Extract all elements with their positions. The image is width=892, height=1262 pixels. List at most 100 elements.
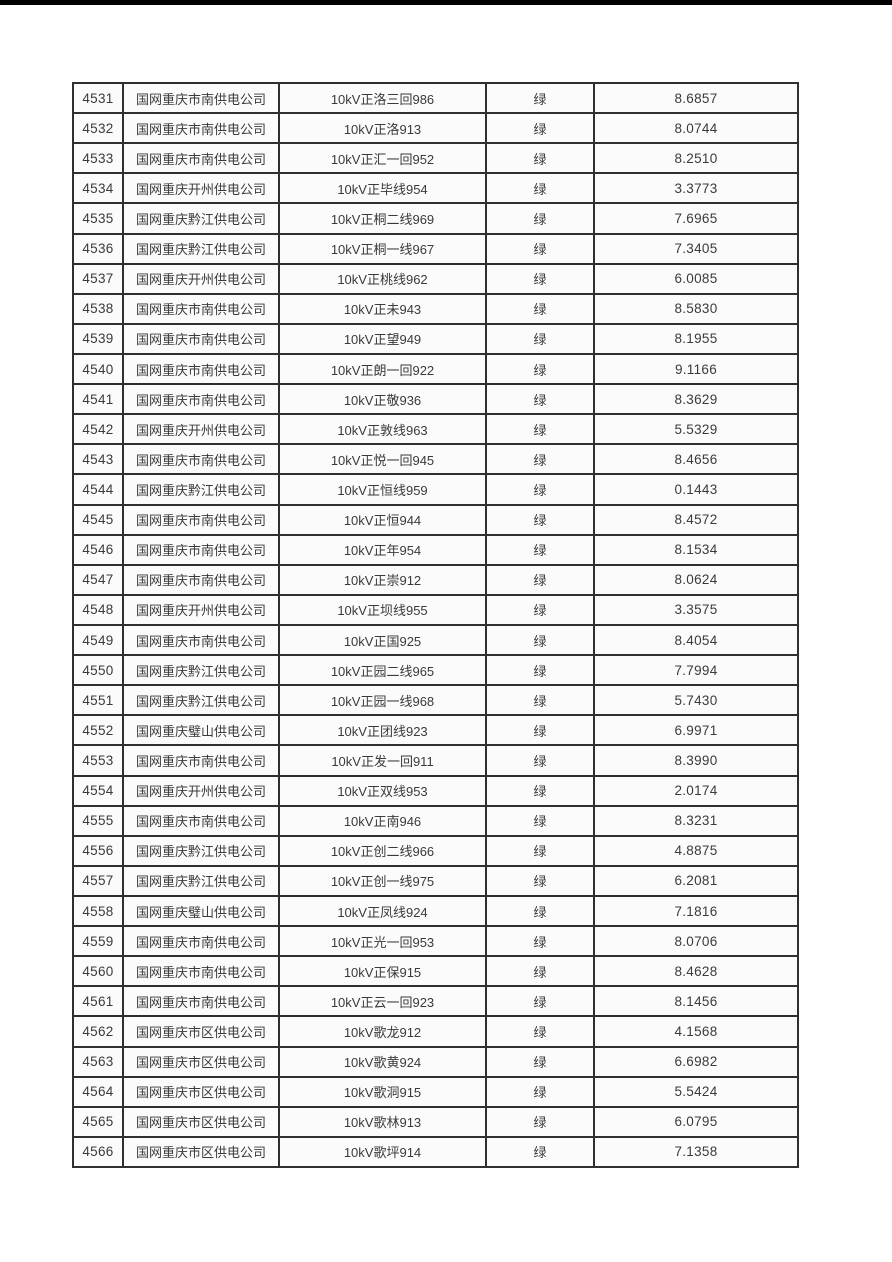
table-row: 4551 国网重庆黔江供电公司 10kV正园一线968 绿 5.7430 xyxy=(72,684,799,717)
line-name-cell: 10kV正南946 xyxy=(278,804,487,837)
status-cell: 绿 xyxy=(485,563,595,596)
status-cell: 绿 xyxy=(485,925,595,958)
line-name-cell: 10kV正朗一回922 xyxy=(278,352,487,386)
status-cell: 绿 xyxy=(485,1105,595,1138)
table-row: 4552 国网重庆璧山供电公司 10kV正团线923 绿 6.9971 xyxy=(72,714,799,747)
company-cell: 国网重庆市南供电公司 xyxy=(122,563,280,596)
row-index-cell: 4534 xyxy=(72,172,124,205)
value-cell: 6.0085 xyxy=(593,262,799,295)
table-row: 4539 国网重庆市南供电公司 10kV正望949 绿 8.1955 xyxy=(72,322,799,355)
table-body: 4531 国网重庆市南供电公司 10kV正洛三回986 绿 8.6857 4532 国网重庆… xyxy=(72,81,799,1169)
company-cell: 国网重庆开州供电公司 xyxy=(122,774,280,807)
page-top-bar xyxy=(0,0,892,5)
data-table: 4531 国网重庆市南供电公司 10kV正洛三回986 绿 8.6857 4532 国网重庆… xyxy=(72,81,799,1169)
status-cell: 绿 xyxy=(485,1135,595,1169)
line-name-cell: 10kV正汇一回952 xyxy=(278,142,487,175)
value-cell: 8.1456 xyxy=(593,985,799,1018)
line-name-cell: 10kV歌黄924 xyxy=(278,1045,487,1078)
row-index-cell: 4558 xyxy=(72,894,124,928)
value-cell: 6.9971 xyxy=(593,714,799,747)
table-row: 4537 国网重庆开州供电公司 10kV正桃线962 绿 6.0085 xyxy=(72,262,799,295)
line-name-cell: 10kV正发一回911 xyxy=(278,744,487,777)
status-cell: 绿 xyxy=(485,81,595,115)
table-row: 4534 国网重庆开州供电公司 10kV正毕线954 绿 3.3773 xyxy=(72,172,799,205)
company-cell: 国网重庆市南供电公司 xyxy=(122,925,280,958)
company-cell: 国网重庆市南供电公司 xyxy=(122,352,280,386)
company-cell: 国网重庆市区供电公司 xyxy=(122,1105,280,1138)
table-row: 4566 国网重庆市区供电公司 10kV歌坪914 绿 7.1358 xyxy=(72,1135,799,1169)
row-index-cell: 4543 xyxy=(72,443,124,476)
line-name-cell: 10kV正敦线963 xyxy=(278,413,487,446)
company-cell: 国网重庆市南供电公司 xyxy=(122,322,280,355)
status-cell: 绿 xyxy=(485,1045,595,1078)
status-cell: 绿 xyxy=(485,142,595,175)
company-cell: 国网重庆市南供电公司 xyxy=(122,383,280,416)
line-name-cell: 10kV正未943 xyxy=(278,292,487,325)
company-cell: 国网重庆璧山供电公司 xyxy=(122,894,280,928)
company-cell: 国网重庆市区供电公司 xyxy=(122,1015,280,1048)
company-cell: 国网重庆市南供电公司 xyxy=(122,955,280,988)
value-cell: 9.1166 xyxy=(593,352,799,386)
table-row: 4542 国网重庆开州供电公司 10kV正敦线963 绿 5.5329 xyxy=(72,413,799,446)
value-cell: 6.6982 xyxy=(593,1045,799,1078)
row-index-cell: 4537 xyxy=(72,262,124,295)
row-index-cell: 4565 xyxy=(72,1105,124,1138)
value-cell: 8.4054 xyxy=(593,623,799,657)
line-name-cell: 10kV歌林913 xyxy=(278,1105,487,1138)
company-cell: 国网重庆市南供电公司 xyxy=(122,623,280,657)
line-name-cell: 10kV正桐一线967 xyxy=(278,232,487,265)
row-index-cell: 4550 xyxy=(72,654,124,687)
line-name-cell: 10kV正桃线962 xyxy=(278,262,487,295)
row-index-cell: 4538 xyxy=(72,292,124,325)
company-cell: 国网重庆市南供电公司 xyxy=(122,112,280,145)
row-index-cell: 4540 xyxy=(72,352,124,386)
line-name-cell: 10kV正敬936 xyxy=(278,383,487,416)
table-row: 4554 国网重庆开州供电公司 10kV正双线953 绿 2.0174 xyxy=(72,774,799,807)
table-row: 4557 国网重庆黔江供电公司 10kV正创一线975 绿 6.2081 xyxy=(72,864,799,897)
value-cell: 8.0706 xyxy=(593,925,799,958)
line-name-cell: 10kV正双线953 xyxy=(278,774,487,807)
line-name-cell: 10kV正园一线968 xyxy=(278,684,487,717)
value-cell: 7.7994 xyxy=(593,654,799,687)
status-cell: 绿 xyxy=(485,383,595,416)
line-name-cell: 10kV歌龙912 xyxy=(278,1015,487,1048)
status-cell: 绿 xyxy=(485,1015,595,1048)
company-cell: 国网重庆市区供电公司 xyxy=(122,1135,280,1169)
company-cell: 国网重庆市南供电公司 xyxy=(122,292,280,325)
status-cell: 绿 xyxy=(485,232,595,265)
company-cell: 国网重庆黔江供电公司 xyxy=(122,864,280,897)
table-row: 4555 国网重庆市南供电公司 10kV正南946 绿 8.3231 xyxy=(72,804,799,837)
line-name-cell: 10kV正云一回923 xyxy=(278,985,487,1018)
value-cell: 8.1955 xyxy=(593,322,799,355)
row-index-cell: 4545 xyxy=(72,503,124,536)
row-index-cell: 4549 xyxy=(72,623,124,657)
row-index-cell: 4562 xyxy=(72,1015,124,1048)
status-cell: 绿 xyxy=(485,172,595,205)
line-name-cell: 10kV歌洞915 xyxy=(278,1075,487,1108)
status-cell: 绿 xyxy=(485,955,595,988)
status-cell: 绿 xyxy=(485,593,595,626)
line-name-cell: 10kV正年954 xyxy=(278,533,487,566)
value-cell: 6.0795 xyxy=(593,1105,799,1138)
table-row: 4548 国网重庆开州供电公司 10kV正坝线955 绿 3.3575 xyxy=(72,593,799,626)
row-index-cell: 4542 xyxy=(72,413,124,446)
status-cell: 绿 xyxy=(485,202,595,235)
value-cell: 6.2081 xyxy=(593,864,799,897)
company-cell: 国网重庆市南供电公司 xyxy=(122,533,280,566)
value-cell: 3.3575 xyxy=(593,593,799,626)
value-cell: 8.5830 xyxy=(593,292,799,325)
value-cell: 5.5329 xyxy=(593,413,799,446)
value-cell: 8.6857 xyxy=(593,81,799,115)
value-cell: 5.7430 xyxy=(593,684,799,717)
row-index-cell: 4552 xyxy=(72,714,124,747)
value-cell: 8.2510 xyxy=(593,142,799,175)
row-index-cell: 4559 xyxy=(72,925,124,958)
table-row: 4536 国网重庆黔江供电公司 10kV正桐一线967 绿 7.3405 xyxy=(72,232,799,265)
line-name-cell: 10kV正创二线966 xyxy=(278,834,487,867)
line-name-cell: 10kV正园二线965 xyxy=(278,654,487,687)
value-cell: 7.3405 xyxy=(593,232,799,265)
value-cell: 8.3231 xyxy=(593,804,799,837)
table-row: 4533 国网重庆市南供电公司 10kV正汇一回952 绿 8.2510 xyxy=(72,142,799,175)
row-index-cell: 4560 xyxy=(72,955,124,988)
